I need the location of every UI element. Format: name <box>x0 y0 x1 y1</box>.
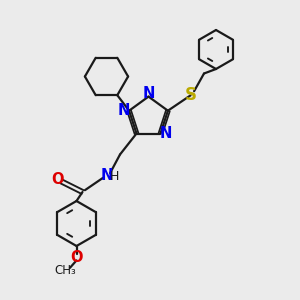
Text: O: O <box>51 172 64 187</box>
Text: N: N <box>142 85 155 100</box>
Text: CH₃: CH₃ <box>54 264 76 277</box>
Text: S: S <box>185 86 197 104</box>
Text: N: N <box>118 103 130 118</box>
Text: N: N <box>100 168 113 183</box>
Text: O: O <box>70 250 83 265</box>
Text: H: H <box>110 170 120 184</box>
Text: N: N <box>160 126 172 141</box>
